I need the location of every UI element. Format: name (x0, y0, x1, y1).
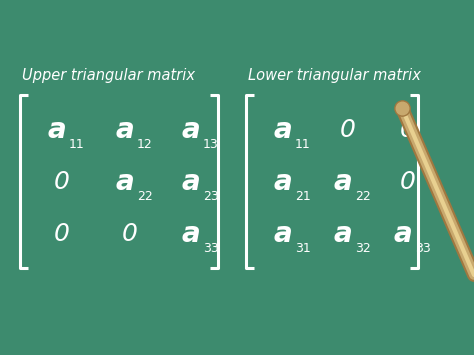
Text: 33: 33 (415, 242, 431, 255)
Text: 11: 11 (69, 138, 85, 151)
Text: a: a (116, 168, 134, 196)
Text: a: a (273, 220, 292, 248)
Text: 22: 22 (137, 190, 153, 203)
Text: a: a (47, 116, 66, 144)
Text: a: a (182, 220, 201, 248)
Text: 31: 31 (295, 242, 311, 255)
Text: 13: 13 (203, 138, 219, 151)
Text: 12: 12 (137, 138, 153, 151)
Text: a: a (273, 168, 292, 196)
Text: 0: 0 (54, 170, 70, 194)
Text: 0: 0 (400, 118, 416, 142)
Text: a: a (393, 220, 412, 248)
Text: a: a (182, 168, 201, 196)
Text: 22: 22 (355, 190, 371, 203)
Text: Upper triangular matrix: Upper triangular matrix (22, 68, 195, 83)
Text: a: a (334, 168, 352, 196)
Text: 11: 11 (295, 138, 311, 151)
Text: a: a (334, 220, 352, 248)
Text: 0: 0 (122, 222, 138, 246)
Text: 0: 0 (400, 170, 416, 194)
Text: 23: 23 (203, 190, 219, 203)
Text: 0: 0 (340, 118, 356, 142)
Text: 21: 21 (295, 190, 311, 203)
Text: Lower triangular matrix: Lower triangular matrix (248, 68, 421, 83)
Text: 0: 0 (54, 222, 70, 246)
Text: 32: 32 (355, 242, 371, 255)
Text: a: a (116, 116, 134, 144)
Text: 33: 33 (203, 242, 219, 255)
Text: a: a (182, 116, 201, 144)
Text: a: a (273, 116, 292, 144)
